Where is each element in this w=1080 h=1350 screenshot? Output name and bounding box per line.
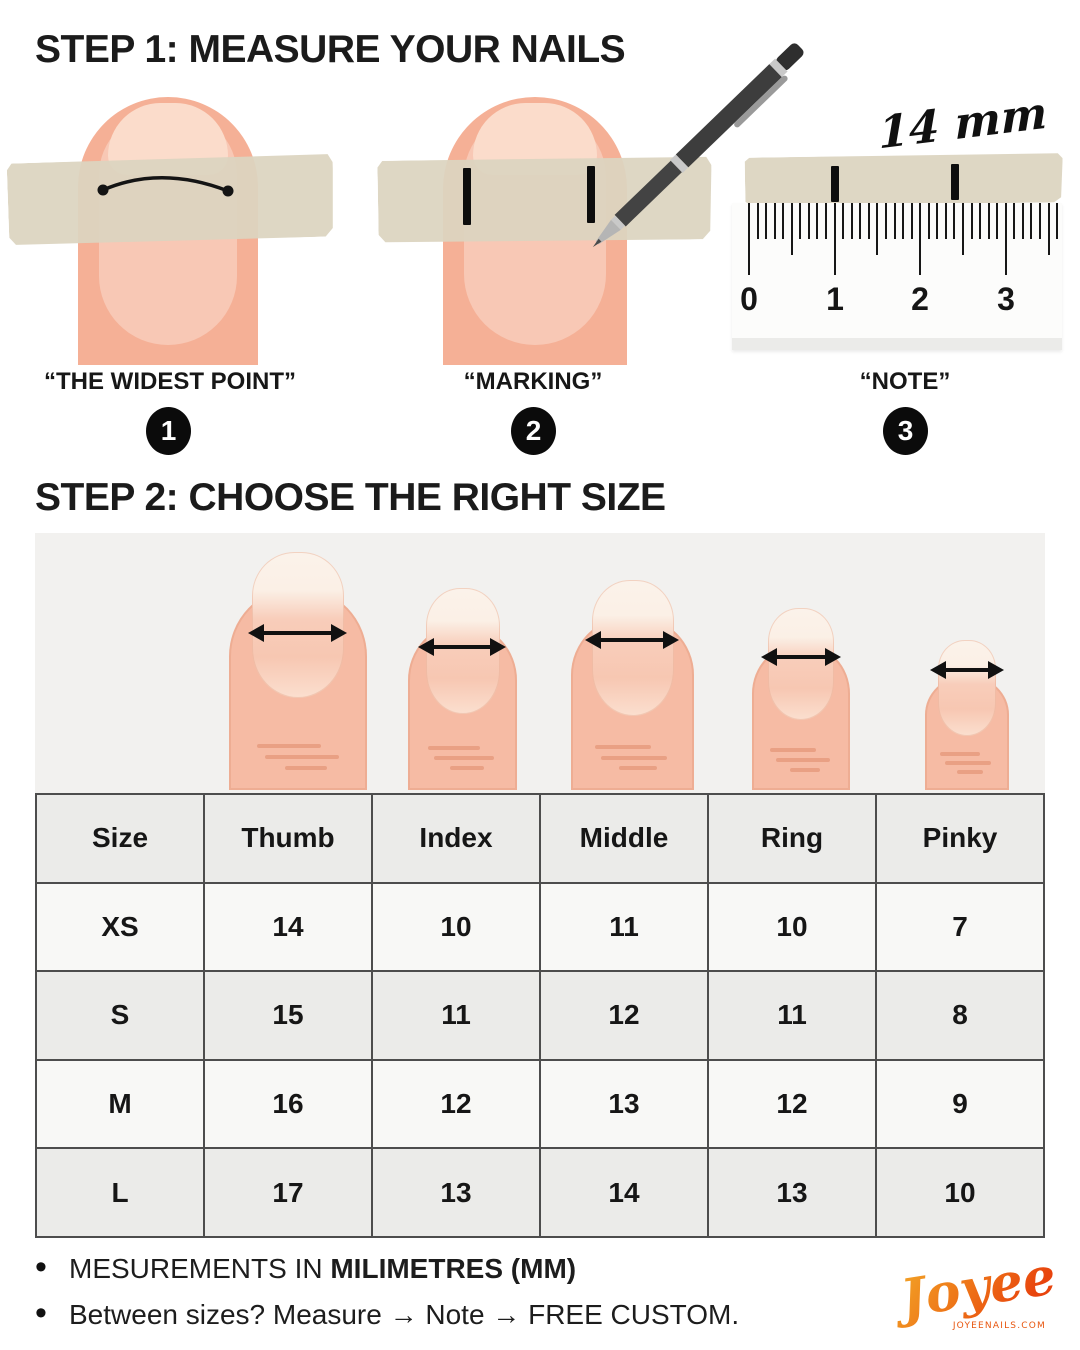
caption-marking: “MARKING” xyxy=(463,368,603,395)
thumb-nail-illustration xyxy=(229,552,367,790)
index-nail-illustration xyxy=(408,588,517,790)
size-value-cell: 13 xyxy=(371,1147,541,1238)
width-arrow-thumb xyxy=(248,624,347,642)
col-header-index: Index xyxy=(371,793,541,884)
ruler-label-3: 3 xyxy=(997,281,1015,317)
table-row-m: M 16 12 13 12 9 xyxy=(35,1058,1045,1150)
size-value-cell: 9 xyxy=(875,1058,1045,1150)
ink-mark-left xyxy=(463,168,471,225)
size-value-cell: 12 xyxy=(371,1058,541,1150)
step-badge-2: 2 xyxy=(511,407,556,455)
size-value-cell: 10 xyxy=(371,881,541,973)
size-value-cell: 16 xyxy=(203,1058,373,1150)
note-units-bold: MILIMETRES (MM) xyxy=(330,1253,577,1284)
col-header-thumb: Thumb xyxy=(203,793,373,884)
pen-icon xyxy=(592,43,804,248)
nail-size-panel xyxy=(35,533,1045,793)
size-value-cell: 10 xyxy=(707,881,877,973)
nail xyxy=(252,552,344,698)
col-header-ring: Ring xyxy=(707,793,877,884)
table-header-row: Size Thumb Index Middle Ring Pinky xyxy=(35,793,1045,884)
col-header-size: Size xyxy=(35,793,205,884)
size-value-cell: 17 xyxy=(203,1147,373,1238)
size-value-cell: 14 xyxy=(203,881,373,973)
step1-title: STEP 1: MEASURE YOUR NAILS xyxy=(35,28,626,71)
step-badge-3: 3 xyxy=(883,407,928,455)
ink-mark-a xyxy=(831,166,839,202)
brand-logo-subtext: JOYEENAILS.COM xyxy=(952,1321,1046,1331)
width-arrow-pinky xyxy=(930,661,1004,679)
ruler-label-2: 2 xyxy=(911,281,929,317)
pinky-nail-illustration xyxy=(925,640,1009,790)
nail xyxy=(938,640,996,736)
size-value-cell: 11 xyxy=(371,970,541,1061)
measurement-label: 14 mm xyxy=(878,87,1048,160)
size-value-cell: 10 xyxy=(875,1147,1045,1238)
measure-arc xyxy=(97,176,234,197)
note-between-sizes: Between sizes? Measure → Note → FREE CUS… xyxy=(33,1290,739,1338)
nail xyxy=(591,580,674,716)
col-header-pinky: Pinky xyxy=(875,793,1045,884)
size-value-cell: 14 xyxy=(539,1147,709,1238)
brand-logo: Joyee JOYEENAILS.COM xyxy=(888,1248,1058,1331)
size-value-cell: 12 xyxy=(539,970,709,1061)
ring-nail-illustration xyxy=(752,608,850,790)
step2-title: STEP 2: CHOOSE THE RIGHT SIZE xyxy=(35,476,666,519)
size-value-cell: 11 xyxy=(707,970,877,1061)
table-row-s: S 15 11 12 11 8 xyxy=(35,970,1045,1061)
caption-note: “NOTE” xyxy=(859,368,951,395)
middle-nail-illustration xyxy=(571,580,694,790)
size-value-cell: 15 xyxy=(203,970,373,1061)
brand-logo-text: Joyee xyxy=(888,1248,1058,1331)
size-value-cell: 12 xyxy=(707,1058,877,1150)
tape-strip-3 xyxy=(745,152,1064,208)
width-arrow-ring xyxy=(761,648,841,666)
nail xyxy=(768,608,834,720)
width-arrow-middle xyxy=(585,631,679,649)
table-row-l: L 17 13 14 13 10 xyxy=(35,1147,1045,1238)
ruler-label-0: 0 xyxy=(740,281,758,317)
ruler-shadow-edge xyxy=(732,338,1062,350)
row-label-cell: L xyxy=(35,1147,205,1238)
row-label-cell: S xyxy=(35,970,205,1061)
size-value-cell: 13 xyxy=(707,1147,877,1238)
width-arrow-index xyxy=(418,638,506,656)
step-badge-1: 1 xyxy=(146,407,191,455)
nail xyxy=(425,588,500,714)
row-label-cell: XS xyxy=(35,881,205,973)
size-chart-table: Size Thumb Index Middle Ring Pinky XS 14… xyxy=(35,793,1045,1238)
col-header-middle: Middle xyxy=(539,793,709,884)
ruler-label-1: 1 xyxy=(826,281,844,317)
size-value-cell: 7 xyxy=(875,881,1045,973)
footer-notes: MESUREMENTS IN MILIMETRES (MM) Between s… xyxy=(33,1244,739,1338)
ruler-illustration: 0 1 2 3 xyxy=(732,203,1062,350)
ink-mark-right xyxy=(587,166,595,223)
size-value-cell: 13 xyxy=(539,1058,709,1150)
size-value-cell: 11 xyxy=(539,881,709,973)
row-label-cell: M xyxy=(35,1058,205,1150)
ink-mark-b xyxy=(951,164,959,200)
note-units: MESUREMENTS IN MILIMETRES (MM) xyxy=(33,1244,739,1292)
size-value-cell: 8 xyxy=(875,970,1045,1061)
caption-widest-point: “THE WIDEST POINT” xyxy=(44,368,296,395)
note-units-prefix: MESUREMENTS IN xyxy=(69,1253,331,1284)
table-row-xs: XS 14 10 11 10 7 xyxy=(35,881,1045,973)
